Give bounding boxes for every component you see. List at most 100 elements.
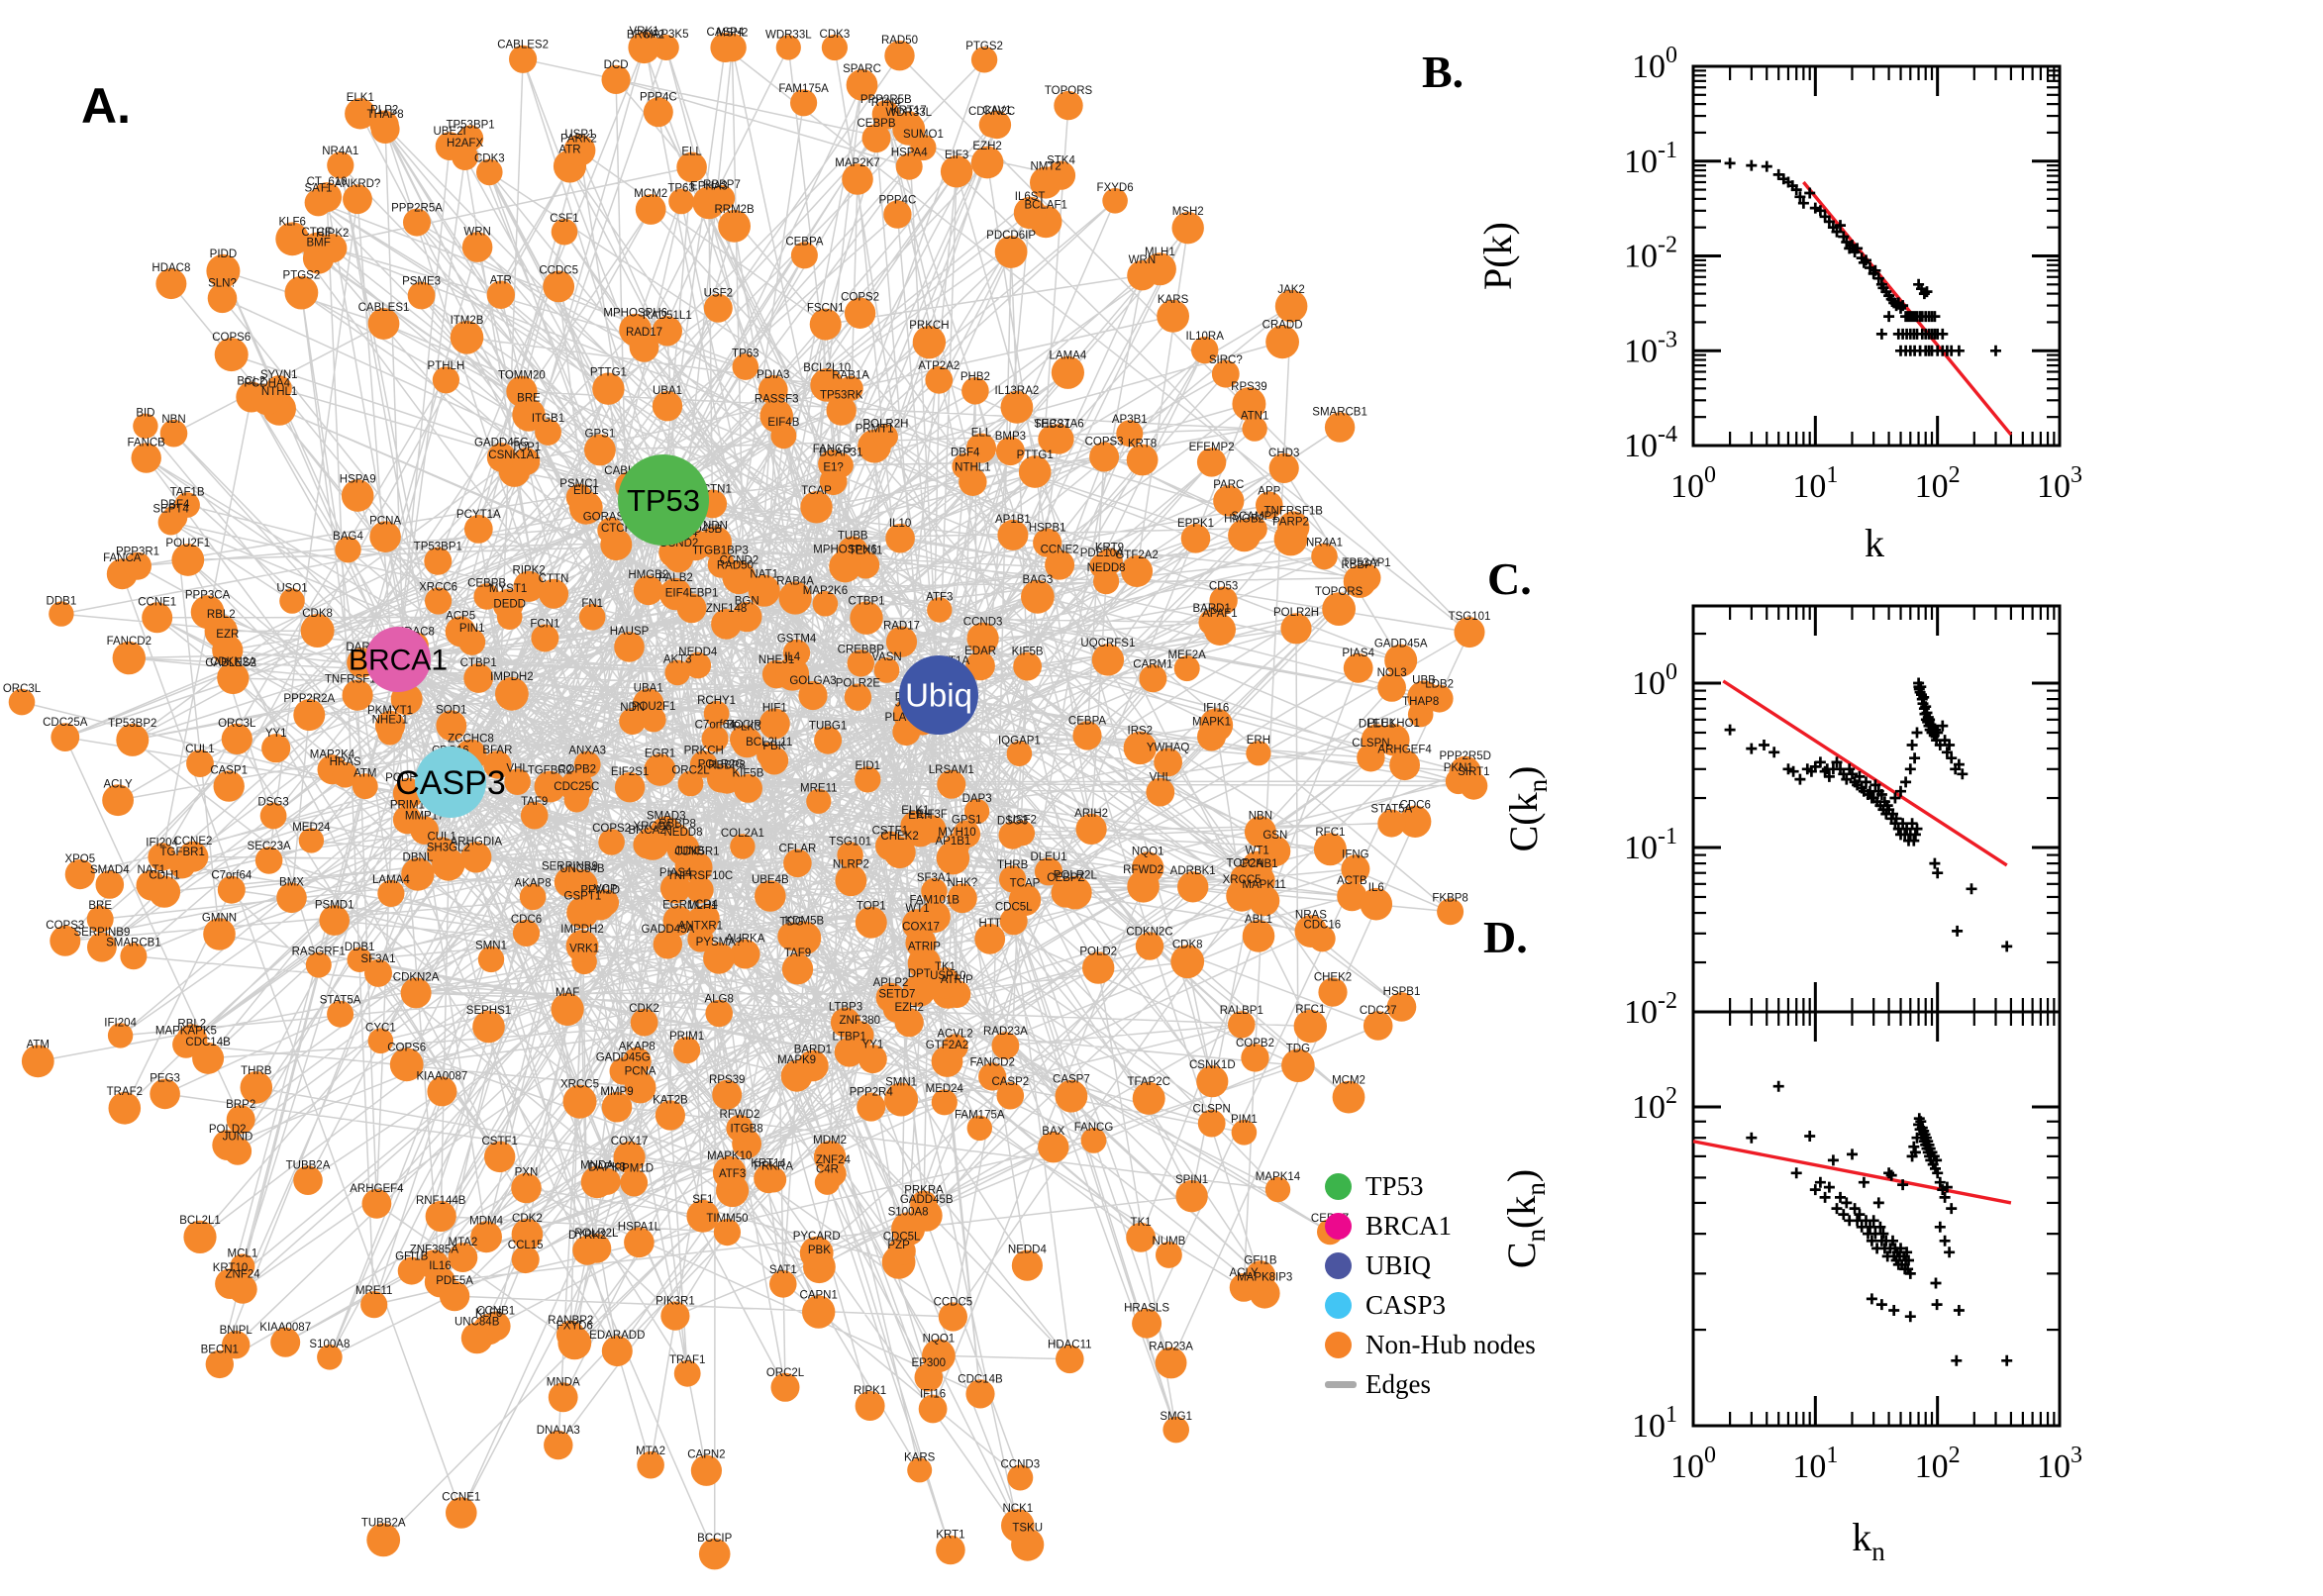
network-node (49, 601, 74, 627)
gene-label: NEDD8 (664, 827, 703, 839)
network-node (1341, 854, 1370, 884)
network-node (662, 905, 693, 937)
gene-label: PIM1 (1231, 1114, 1258, 1126)
gene-label: HMGB2 (628, 569, 668, 581)
network-node (703, 942, 735, 974)
gene-label: NQO1 (1132, 846, 1164, 857)
gene-label: KRT10 (213, 1262, 249, 1274)
network-node (633, 575, 663, 606)
network-node (701, 725, 729, 752)
network-node (689, 750, 718, 778)
network-node (513, 570, 545, 602)
gene-label: ANXA3 (568, 746, 606, 757)
chart-degree-distribution: 100 101 102 103 100 10-1 10-2 10-3 10-4 P(k) k (1475, 43, 2082, 565)
network-node (1044, 424, 1074, 454)
gene-label: MPHOSPH6 (603, 308, 667, 320)
network-node (655, 1100, 686, 1131)
panel-a-label: A. (81, 78, 131, 134)
network-node (361, 1188, 392, 1219)
gene-label: S100A8 (309, 1339, 350, 1350)
gene-label: RANBP2 (548, 1315, 593, 1327)
gene-label: EIF4EBP1 (665, 588, 719, 600)
tp53-dot-icon (1325, 1172, 1352, 1200)
network-node (580, 1165, 614, 1199)
gene-label: LRSAM1 (929, 764, 974, 776)
gene-label: HRASLS (1124, 1303, 1169, 1315)
network-node (183, 1220, 217, 1253)
gene-label: RBBP8 (708, 760, 746, 772)
network-node (150, 1078, 180, 1110)
gene-label: USP10 (930, 970, 965, 982)
gene-label: TSG101 (1449, 611, 1491, 623)
gene-label: XRCC5 (1223, 874, 1262, 886)
gene-label: AKAP8 (619, 1042, 656, 1053)
gene-label: SIRC? (1209, 354, 1243, 366)
gene-label: TOPORS (1315, 586, 1364, 598)
gene-label: CASP4 (707, 27, 745, 39)
gene-label: AP1B1 (995, 514, 1031, 526)
gene-label: PPM1D (614, 1163, 654, 1175)
network-node (364, 958, 392, 987)
gene-label: TOMM20 (498, 370, 546, 382)
gene-label: EGR1 (645, 748, 675, 760)
network-node (838, 375, 863, 401)
gene-label: ATP2A2 (918, 360, 960, 372)
network-node (1197, 1109, 1226, 1138)
gene-label: ATF3 (926, 591, 953, 603)
gene-label: PSME3 (402, 276, 441, 288)
axis-labels: 100 101 102 103 100 10-1 10-2 10-3 10-4 (1624, 43, 2082, 505)
gene-label: XRCC6 (633, 821, 671, 833)
network-node (213, 770, 245, 802)
network-node (397, 1256, 426, 1285)
network-node (929, 967, 961, 999)
gene-label: PPP3CA (185, 589, 231, 601)
network-node (1007, 1464, 1034, 1491)
network-node (1343, 652, 1373, 683)
gene-label: CABLES2 (205, 657, 256, 669)
edge-line-icon (1325, 1380, 1357, 1388)
gene-label: CCDC5 (539, 265, 578, 277)
gene-label: DBNL (403, 851, 434, 863)
gene-label: CCDC5 (934, 1296, 973, 1308)
network-node (341, 479, 374, 512)
gene-label: HSPB1 (1383, 986, 1421, 998)
gene-label: PRMT1 (856, 424, 894, 436)
gene-label: TP53BP2 (108, 718, 156, 730)
hub-label-casp3: CASP3 (395, 764, 506, 802)
network-node (1332, 1080, 1365, 1114)
gene-label: GFI1B (1244, 1254, 1277, 1266)
nonhub-dot-icon (1325, 1331, 1352, 1358)
gene-label: GADD45B (900, 1194, 954, 1206)
gene-label: NR4A1 (322, 146, 358, 157)
network-node (1132, 1308, 1162, 1339)
gene-label: ACP5 (446, 611, 475, 623)
network-node (718, 210, 751, 243)
gene-label: TCAP (1010, 878, 1041, 890)
network-node (1280, 613, 1312, 645)
network-node (673, 1037, 701, 1064)
gene-label: MTA2 (448, 1237, 477, 1248)
network-node (613, 1141, 646, 1174)
network-node (653, 35, 679, 60)
gene-label: ITGB1BP3 (694, 545, 749, 556)
gene-label: CHD3 (1268, 448, 1299, 459)
gene-label: SMN1 (885, 1077, 917, 1089)
network-node (142, 602, 173, 634)
network-node (1126, 1222, 1156, 1252)
gene-label: CD53 (1209, 581, 1238, 593)
fit-line (1722, 679, 2008, 867)
network-node (819, 467, 848, 496)
gene-label: TAF9 (784, 948, 811, 959)
network-node (240, 1071, 273, 1104)
gene-label: BCCIP (727, 719, 761, 731)
gene-label: TP63 (732, 348, 759, 359)
gene-label: LAMA4 (372, 874, 410, 886)
network-node (360, 1291, 388, 1319)
gene-label: SF1 (692, 1194, 713, 1206)
gene-label: YWHAQ (1147, 743, 1190, 754)
axis-ticks (1691, 1012, 2062, 1428)
network-node (996, 1081, 1025, 1110)
network-node (821, 34, 849, 61)
gene-label: NHEJ1 (372, 714, 408, 726)
